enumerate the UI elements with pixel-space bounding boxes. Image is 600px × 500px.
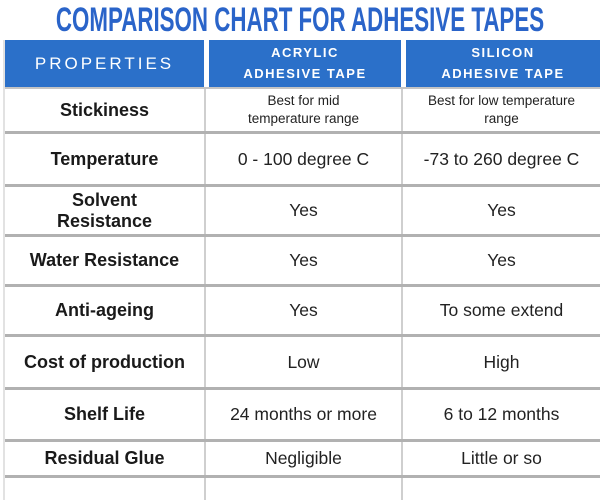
- header-cell-properties: PROPERTIES: [5, 40, 204, 87]
- table-row-solvent-resistance: Solvent Resistance Yes Yes: [5, 187, 600, 237]
- table-row-cost-of-production: Cost of production Low High: [5, 337, 600, 390]
- row-label: Anti-ageing: [55, 300, 154, 321]
- row-label: Water Resistance: [29, 250, 180, 271]
- row-label: Cost of production: [24, 351, 185, 372]
- acrylic-value: 0 - 100 degree C: [204, 134, 401, 184]
- acrylic-value: Negligible: [204, 442, 401, 475]
- table-row-stickiness: Stickiness Best for mid temperature rang…: [5, 89, 600, 134]
- table-row-water-resistance: Water Resistance Yes Yes: [5, 237, 600, 287]
- empty-cell: [401, 478, 600, 500]
- table-header-row: PROPERTIES ACRYLIC ADHESIVE TAPE SILICON…: [5, 40, 600, 89]
- row-label: Shelf Life: [63, 404, 145, 425]
- acrylic-value: Yes: [204, 287, 401, 334]
- silicon-value: 6 to 12 months: [401, 390, 600, 439]
- silicon-value: Yes: [401, 187, 600, 234]
- page-title-wrap: COMPARISON CHART FOR ADHESIVE TAPES: [0, 0, 600, 40]
- acrylic-value: Best for mid temperature range: [204, 89, 401, 131]
- table-row-anti-ageing: Anti-ageing Yes To some extend: [5, 287, 600, 337]
- silicon-value: Best for low temperature range: [401, 89, 600, 131]
- row-label: Stickiness: [59, 99, 150, 120]
- row-label: Temperature: [50, 148, 159, 169]
- page-title: COMPARISON CHART FOR ADHESIVE TAPES: [55, 0, 545, 40]
- acrylic-value: Yes: [204, 237, 401, 284]
- row-label: Solvent Resistance: [56, 189, 153, 231]
- table-row-shelf-life: Shelf Life 24 months or more 6 to 12 mon…: [5, 390, 600, 442]
- comparison-table: PROPERTIES ACRYLIC ADHESIVE TAPE SILICON…: [3, 40, 600, 500]
- silicon-value: -73 to 260 degree C: [401, 134, 600, 184]
- silicon-value: Yes: [401, 237, 600, 284]
- acrylic-value: Low: [204, 337, 401, 387]
- row-label: Residual Glue: [44, 448, 165, 469]
- silicon-value: High: [401, 337, 600, 387]
- header-cell-silicon: SILICON ADHESIVE TAPE: [401, 40, 600, 87]
- silicon-value: To some extend: [401, 287, 600, 334]
- silicon-value: Little or so: [401, 442, 600, 475]
- acrylic-value: 24 months or more: [204, 390, 401, 439]
- table-row-empty-partial: [5, 478, 600, 500]
- table-row-temperature: Temperature 0 - 100 degree C -73 to 260 …: [5, 134, 600, 187]
- empty-cell: [204, 478, 401, 500]
- acrylic-value: Yes: [204, 187, 401, 234]
- empty-cell: [5, 478, 204, 500]
- table-row-residual-glue: Residual Glue Negligible Little or so: [5, 442, 600, 478]
- header-cell-acrylic: ACRYLIC ADHESIVE TAPE: [204, 40, 401, 87]
